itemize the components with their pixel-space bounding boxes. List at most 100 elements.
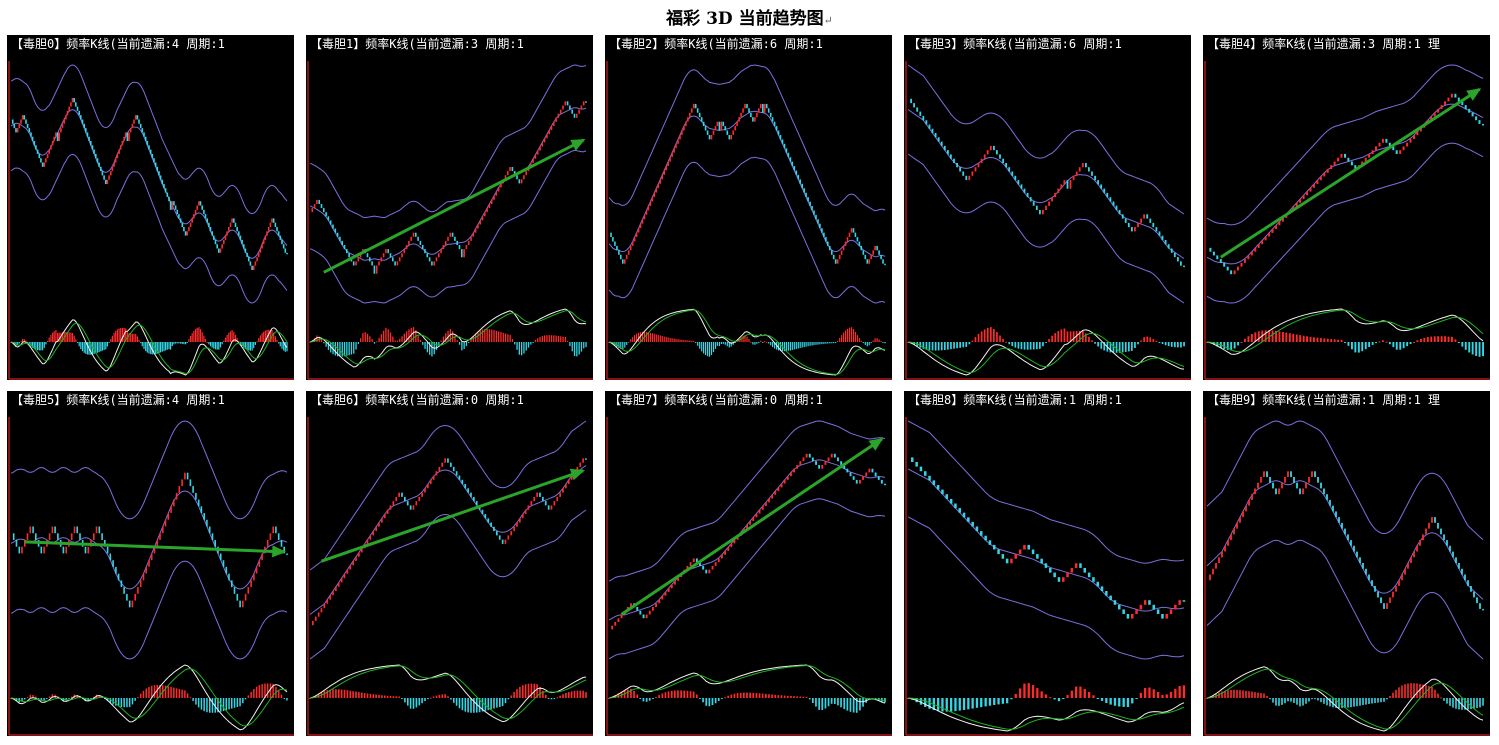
candle-down [1437,522,1439,529]
macd-bar-up [1306,336,1308,342]
macd-bar-up [1257,331,1260,342]
macd-bar-down [109,698,112,703]
candle-down [706,130,709,135]
candle-up [116,153,119,159]
candle-up [432,475,435,480]
macd-bar-down [209,698,211,713]
macd-bar-up [850,327,853,342]
candle-down [1482,608,1484,611]
macd-bar-up [1413,683,1415,698]
macd-bar-down [1473,698,1475,709]
macd-bar-up [559,695,561,698]
macd-bar-up [692,691,695,698]
macd-bar-up [727,695,729,698]
macd-bar-down [327,342,330,350]
candle-up [836,259,839,264]
macd-bar-up [1233,689,1235,698]
macd-bar-down [1409,342,1412,344]
candle-down [343,245,346,250]
macd-bar-down [217,698,219,713]
macd-bar-up [630,339,632,342]
candle-up [673,148,675,153]
candle-down [852,476,855,480]
macd-bar-up [739,692,742,698]
macd-bar-up [1422,684,1424,698]
candle-down [1079,563,1082,568]
candle-up [758,108,760,113]
macd-bar-up [1401,685,1403,698]
candle-up [1371,150,1374,154]
macd-bar-down [825,342,827,344]
macd-bar-down [470,698,472,713]
macd-bar-up [140,693,142,698]
candle-down [100,166,102,172]
macd-bar-up [195,329,197,342]
macd-bar-up [1316,337,1319,342]
candle-up [763,103,766,113]
macd-bar-up [993,329,995,342]
candle-up [872,250,874,255]
candle-up [403,249,406,254]
candle-up [73,526,76,534]
macd-bar-down [254,342,256,345]
candle-up [119,145,122,150]
candle-up [118,149,120,154]
macd-bar-up [263,331,265,342]
macd-bar-up [261,684,263,698]
kline-chart-8 [905,417,1191,736]
kline-chart-3 [905,61,1191,380]
macd-bar-down [1275,698,1277,706]
candle-up [1381,138,1384,143]
candle-down [447,458,449,463]
candle-down [832,254,835,260]
candle-up [620,614,623,619]
macd-bar-down [717,698,720,701]
macd-bar-down [716,342,718,346]
candle-up [1063,180,1066,185]
candle-down [320,204,323,209]
macd-bar-down [501,698,504,707]
macd-bar-up [1005,341,1007,343]
candle-up [649,201,652,206]
macd-bar-up [1389,696,1391,698]
candle-down [1446,540,1448,546]
macd-bar-up [1437,336,1440,342]
candle-down [409,505,412,510]
macd-bar-up [71,696,73,698]
candle-up [1311,471,1313,477]
macd-bar-up [145,688,147,698]
macd-bar-down [243,342,245,348]
macd-bar-up [1428,686,1430,698]
candle-down [795,170,798,175]
macd-bar-down [484,698,487,711]
candle-down [15,540,18,547]
macd-bar-up [1410,683,1412,698]
candle-down [219,553,222,561]
macd-bar-down [642,698,645,702]
candle-up [65,115,67,120]
candle-up [1292,206,1295,211]
candle-up [580,105,583,110]
macd-bar-down [1461,698,1463,710]
candle-down [1113,600,1117,605]
macd-bar-up [1144,688,1147,698]
candle-up [355,556,357,562]
candle-down [146,141,149,146]
macd-bar-up [878,339,880,342]
candle-down [791,161,794,166]
candle-up [314,616,317,621]
candle-up [521,514,524,519]
macd-bar-down [1458,698,1460,710]
macd-bar-up [677,339,679,342]
macd-bar-up [539,336,541,342]
candle-up [720,121,723,131]
candle-up [1375,146,1377,151]
candle-down [1182,600,1186,602]
macd-bar-up [1288,333,1291,342]
macd-bar-down [233,698,236,708]
candle-up [326,599,329,604]
macd-bar-up [685,340,687,342]
candle-down [518,179,521,184]
macd-bar-up [491,329,493,342]
macd-bar-up [568,692,570,698]
